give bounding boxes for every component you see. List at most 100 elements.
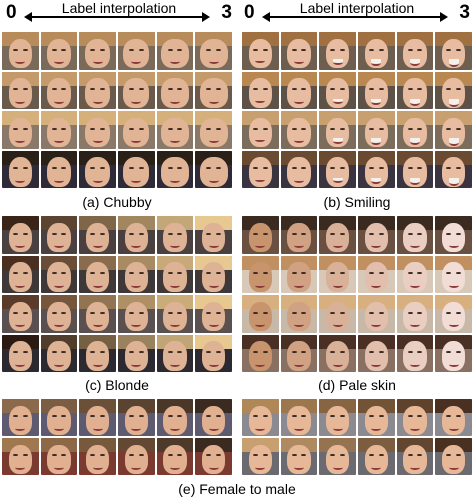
mouth-shape bbox=[255, 243, 266, 248]
eye-shape bbox=[301, 311, 307, 314]
face-thumbnail bbox=[79, 255, 116, 293]
eye-shape bbox=[51, 454, 57, 457]
mouth-shape bbox=[448, 283, 459, 288]
face-thumbnail bbox=[435, 255, 472, 293]
mouth-shape bbox=[255, 322, 266, 327]
mouth-shape bbox=[371, 98, 382, 105]
mouth-shape bbox=[53, 178, 65, 183]
mouth-shape bbox=[409, 322, 421, 327]
eye-shape bbox=[167, 127, 173, 130]
eye-shape bbox=[378, 127, 384, 130]
face-shape bbox=[8, 38, 33, 68]
face-shape bbox=[85, 301, 110, 331]
face-thumbnail bbox=[242, 216, 279, 254]
eye-shape bbox=[291, 232, 297, 235]
mouth-shape bbox=[255, 178, 266, 182]
eye-shape bbox=[90, 88, 96, 91]
eye-shape bbox=[206, 127, 212, 130]
face-thumbnail bbox=[396, 255, 434, 293]
face-thumbnail bbox=[319, 334, 356, 372]
face-shape bbox=[287, 78, 311, 108]
mouth-shape bbox=[332, 98, 343, 105]
mouth-shape bbox=[131, 465, 142, 470]
face-shape bbox=[287, 222, 311, 252]
eye-shape bbox=[301, 88, 307, 91]
eye-shape bbox=[301, 167, 307, 170]
face-shape bbox=[364, 262, 389, 292]
eye-shape bbox=[368, 48, 375, 51]
eye-shape bbox=[138, 454, 144, 457]
face-thumbnail bbox=[280, 216, 318, 254]
eye-shape bbox=[330, 415, 336, 418]
face-thumbnail bbox=[358, 295, 395, 333]
eye-shape bbox=[12, 415, 19, 418]
face-thumbnail bbox=[396, 150, 434, 188]
mouth-shape bbox=[293, 426, 305, 431]
mouth-shape bbox=[15, 322, 26, 327]
mouth-shape bbox=[208, 283, 219, 288]
mouth-shape bbox=[92, 283, 103, 288]
mouth-shape bbox=[53, 465, 65, 470]
mouth-shape bbox=[169, 178, 181, 183]
eye-shape bbox=[128, 272, 135, 275]
face-shape bbox=[248, 262, 273, 292]
eye-shape bbox=[12, 48, 19, 51]
eye-shape bbox=[128, 167, 135, 170]
face-thumbnail bbox=[40, 216, 78, 254]
face-shape bbox=[325, 301, 350, 331]
eye-shape bbox=[12, 167, 19, 170]
eye-shape bbox=[177, 127, 183, 130]
face-thumbnail bbox=[40, 438, 78, 475]
mouth-shape bbox=[448, 138, 459, 146]
eye-shape bbox=[177, 167, 183, 170]
face-thumbnail bbox=[319, 216, 356, 254]
eye-shape bbox=[167, 48, 173, 51]
eye-shape bbox=[177, 232, 183, 235]
face-thumbnail bbox=[156, 71, 194, 109]
mouth-shape bbox=[371, 138, 382, 145]
right-header: 0 Label interpolation 3 bbox=[244, 0, 470, 26]
face-shape bbox=[364, 38, 389, 68]
face-thumbnail bbox=[435, 334, 472, 372]
left-header: 0 Label interpolation 3 bbox=[6, 0, 232, 26]
interp-start-label: 0 bbox=[244, 2, 255, 23]
face-thumbnail bbox=[280, 255, 318, 293]
eye-shape bbox=[51, 351, 57, 354]
mouth-shape bbox=[409, 138, 421, 146]
mouth-shape bbox=[409, 362, 421, 367]
eye-shape bbox=[262, 127, 268, 130]
eye-shape bbox=[301, 454, 307, 457]
eye-shape bbox=[128, 48, 135, 51]
mouth-shape bbox=[371, 283, 382, 288]
mouth-shape bbox=[53, 138, 65, 143]
eye-shape bbox=[90, 167, 96, 170]
mouth-shape bbox=[92, 178, 103, 183]
eye-shape bbox=[99, 232, 105, 235]
face-shape bbox=[85, 444, 110, 474]
face-shape bbox=[8, 301, 33, 331]
female-to-male-face-grid-left bbox=[2, 399, 232, 475]
eye-shape bbox=[417, 232, 423, 235]
eye-shape bbox=[206, 232, 212, 235]
face-thumbnail bbox=[2, 216, 39, 254]
eye-shape bbox=[61, 351, 67, 354]
eye-shape bbox=[378, 272, 384, 275]
eye-shape bbox=[446, 415, 452, 418]
face-thumbnail bbox=[435, 216, 472, 254]
eye-shape bbox=[138, 48, 144, 51]
mouth-shape bbox=[131, 426, 142, 431]
eye-shape bbox=[128, 88, 135, 91]
eye-shape bbox=[252, 48, 259, 51]
eye-shape bbox=[99, 88, 105, 91]
face-shape bbox=[325, 405, 350, 435]
eye-shape bbox=[206, 167, 212, 170]
eye-shape bbox=[61, 272, 67, 275]
eye-shape bbox=[417, 351, 423, 354]
mouth-shape bbox=[293, 178, 305, 183]
face-thumbnail bbox=[195, 438, 232, 475]
face-thumbnail bbox=[2, 438, 39, 475]
face-thumbnail bbox=[396, 111, 434, 149]
eye-shape bbox=[99, 167, 105, 170]
face-thumbnail bbox=[242, 255, 279, 293]
eye-shape bbox=[215, 167, 221, 170]
